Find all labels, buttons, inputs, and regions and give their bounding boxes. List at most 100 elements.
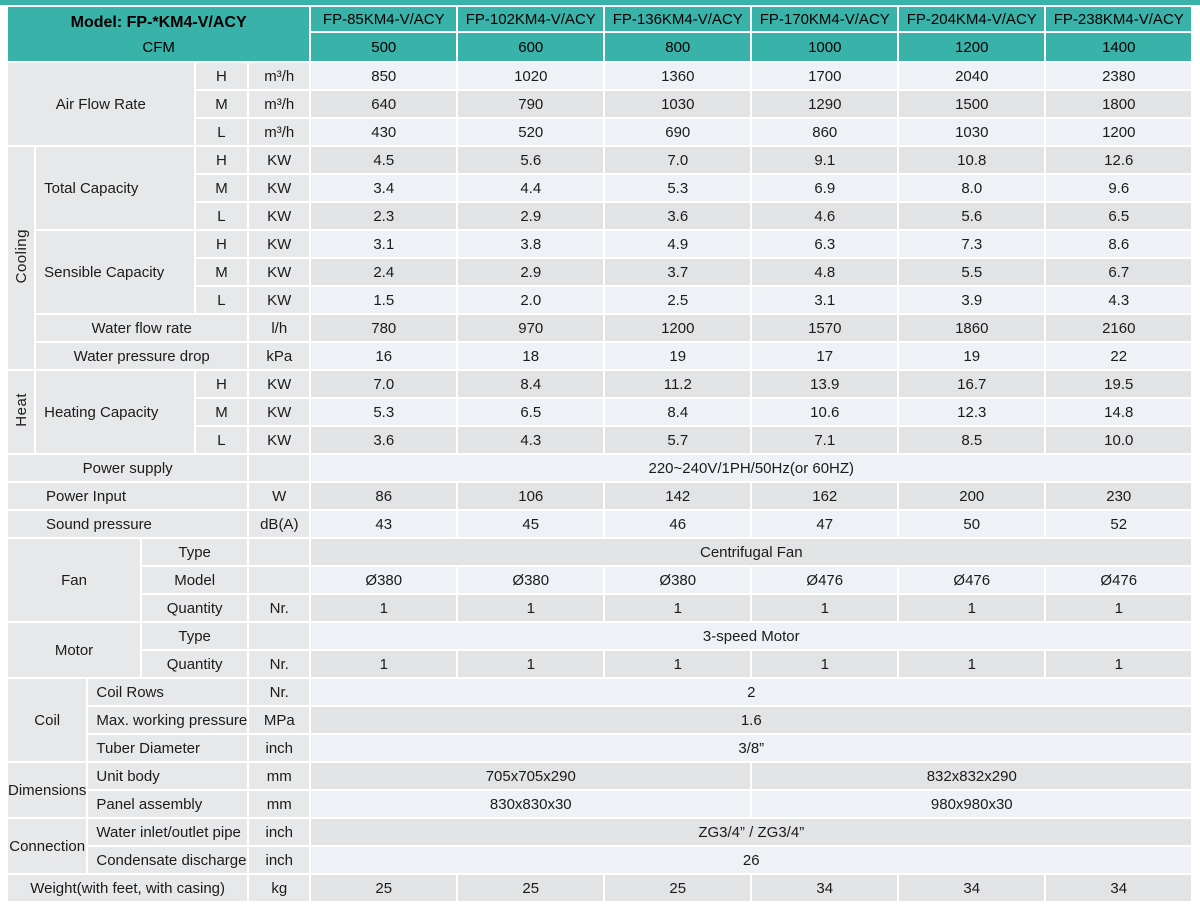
merged-value-cell: 26 bbox=[311, 847, 1192, 873]
value-cell: 19 bbox=[899, 343, 1045, 369]
table-row: Water flow rate l/h 780 970 1200 1570 1860 2160 bbox=[8, 315, 1192, 341]
merged-value-cell: 220~240V/1PH/50Hz(or 60HZ) bbox=[311, 455, 1192, 481]
table-row: Power Input W 86 106 142 162 200 230 bbox=[8, 483, 1192, 509]
row-label: Type bbox=[142, 539, 248, 565]
value-cell: 18 bbox=[458, 343, 604, 369]
row-label: Model bbox=[142, 567, 248, 593]
speed-label: L bbox=[195, 287, 248, 313]
unit-label: m³/h bbox=[249, 63, 310, 89]
value-cell: 640 bbox=[311, 91, 457, 117]
value-cell: 34 bbox=[752, 875, 898, 901]
value-cell: 1 bbox=[311, 651, 457, 677]
value-cell: 4.3 bbox=[1046, 287, 1192, 313]
spec-table: Model: FP-*KM4-V/ACY CFM FP-85KM4-V/ACY F… bbox=[6, 5, 1193, 903]
row-label: Power supply bbox=[8, 455, 248, 481]
row-label: Coil bbox=[8, 679, 87, 761]
value-cell: 1 bbox=[899, 595, 1045, 621]
cfm-value-cell: 1400 bbox=[1046, 33, 1192, 61]
table-row: M KW 5.3 6.5 8.4 10.6 12.3 14.8 bbox=[8, 399, 1192, 425]
unit-label: KW bbox=[249, 259, 310, 285]
table-row: Condensate discharge inch 26 bbox=[8, 847, 1192, 873]
value-cell: 1 bbox=[458, 595, 604, 621]
value-cell: 6.5 bbox=[458, 399, 604, 425]
value-cell: 10.6 bbox=[752, 399, 898, 425]
row-label: Weight(with feet, with casing) bbox=[8, 875, 248, 901]
value-cell: 1860 bbox=[899, 315, 1045, 341]
table-row: Sensible Capacity H KW 3.1 3.8 4.9 6.3 7.3 8.6 bbox=[8, 231, 1192, 313]
value-cell: 12.3 bbox=[899, 399, 1045, 425]
unit-label: KW bbox=[249, 231, 310, 257]
row-label: Heating Capacity bbox=[36, 371, 194, 453]
value-cell: 2.3 bbox=[311, 203, 457, 229]
value-cell: 1500 bbox=[899, 91, 1045, 117]
merged-value-cell: 980x980x30 bbox=[752, 791, 1192, 817]
speed-label: H bbox=[195, 371, 248, 397]
value-cell: 19 bbox=[605, 343, 751, 369]
row-label: Sensible Capacity bbox=[36, 231, 194, 313]
value-cell: 1030 bbox=[899, 119, 1045, 145]
model-column-header: FP-102KM4-V/ACY bbox=[458, 7, 604, 31]
row-label: Water inlet/outlet pipe bbox=[88, 819, 248, 845]
value-cell: 4.8 bbox=[752, 259, 898, 285]
value-cell: 162 bbox=[752, 483, 898, 509]
table-row: M KW 2.4 2.9 3.7 4.8 5.5 6.7 bbox=[8, 259, 1192, 285]
row-label: Sound pressure bbox=[8, 511, 248, 537]
model-column-header: FP-204KM4-V/ACY bbox=[899, 7, 1045, 31]
value-cell: 5.7 bbox=[605, 427, 751, 453]
value-cell: 1700 bbox=[752, 63, 898, 89]
value-cell: 1290 bbox=[752, 91, 898, 117]
value-cell: 6.5 bbox=[1046, 203, 1192, 229]
value-cell: 790 bbox=[458, 91, 604, 117]
row-label: Water pressure drop bbox=[36, 343, 248, 369]
category-label: Heat bbox=[8, 371, 35, 453]
unit-label: inch bbox=[249, 847, 310, 873]
value-cell: 860 bbox=[752, 119, 898, 145]
value-cell: 4.5 bbox=[311, 147, 457, 173]
value-cell: 9.6 bbox=[1046, 175, 1192, 201]
merged-value-cell: 1.6 bbox=[311, 707, 1192, 733]
table-row: Power supply 220~240V/1PH/50Hz(or 60HZ) bbox=[8, 455, 1192, 481]
unit-label bbox=[249, 539, 310, 565]
value-cell: 22 bbox=[1046, 343, 1192, 369]
table-row: Fan Type Centrifugal Fan bbox=[8, 539, 1192, 621]
value-cell: Ø380 bbox=[605, 567, 751, 593]
value-cell: 5.6 bbox=[458, 147, 604, 173]
table-row: Dimensions Unit body mm 705x705x290 832x832x… bbox=[8, 763, 1192, 817]
model-column-header: FP-238KM4-V/ACY bbox=[1046, 7, 1192, 31]
value-cell: 850 bbox=[311, 63, 457, 89]
value-cell: 8.5 bbox=[899, 427, 1045, 453]
value-cell: 8.6 bbox=[1046, 231, 1192, 257]
table-row: Tuber Diameter inch 3/8” bbox=[8, 735, 1192, 761]
row-label: Power Input bbox=[8, 483, 248, 509]
unit-label: inch bbox=[249, 735, 310, 761]
row-label: Fan bbox=[8, 539, 140, 621]
speed-label: M bbox=[195, 175, 248, 201]
unit-label: inch bbox=[249, 819, 310, 845]
value-cell: 10.0 bbox=[1046, 427, 1192, 453]
value-cell: 780 bbox=[311, 315, 457, 341]
cfm-label: CFM bbox=[142, 39, 175, 56]
value-cell: 47 bbox=[752, 511, 898, 537]
cfm-value-cell: 1200 bbox=[899, 33, 1045, 61]
value-cell: 25 bbox=[311, 875, 457, 901]
speed-label: M bbox=[195, 91, 248, 117]
merged-value-cell: 3/8” bbox=[311, 735, 1192, 761]
value-cell: 3.1 bbox=[752, 287, 898, 313]
value-cell: 7.0 bbox=[605, 147, 751, 173]
model-column-header: FP-170KM4-V/ACY bbox=[752, 7, 898, 31]
value-cell: 25 bbox=[605, 875, 751, 901]
unit-label: m³/h bbox=[249, 119, 310, 145]
value-cell: 200 bbox=[899, 483, 1045, 509]
value-cell: 14.8 bbox=[1046, 399, 1192, 425]
value-cell: 7.3 bbox=[899, 231, 1045, 257]
table-row: Sound pressure dB(A) 43 45 46 47 50 52 bbox=[8, 511, 1192, 537]
value-cell: 2.4 bbox=[311, 259, 457, 285]
value-cell: 3.1 bbox=[311, 231, 457, 257]
value-cell: 52 bbox=[1046, 511, 1192, 537]
value-cell: 1 bbox=[899, 651, 1045, 677]
unit-label bbox=[249, 455, 310, 481]
unit-label: KW bbox=[249, 399, 310, 425]
value-cell: 1 bbox=[605, 651, 751, 677]
value-cell: 1200 bbox=[605, 315, 751, 341]
unit-label: MPa bbox=[249, 707, 310, 733]
